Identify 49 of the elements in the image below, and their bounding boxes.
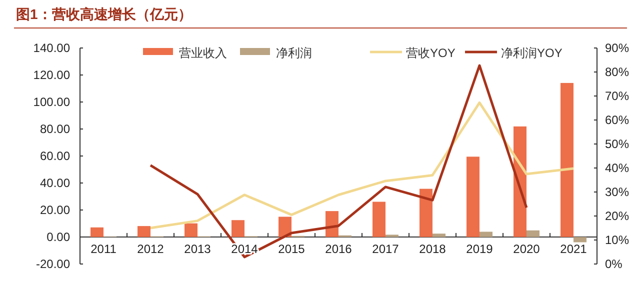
- bar: [278, 216, 292, 237]
- y-tick-label: 40.00: [40, 176, 70, 190]
- bar: [138, 226, 150, 237]
- y-tick-label: -20.00: [36, 257, 70, 271]
- bar: [184, 223, 198, 237]
- legend-label: 净利润: [276, 46, 312, 60]
- x-tick-label: 2015: [278, 242, 306, 256]
- y-tick-label: 80.00: [40, 122, 70, 136]
- chart-title: 图1：营收高速增长（亿元）: [16, 6, 192, 22]
- y-tick-label: 60.00: [40, 149, 70, 163]
- x-tick-label: 2020: [513, 242, 540, 256]
- bar: [372, 202, 386, 237]
- bar: [466, 156, 480, 237]
- legend-label: 净利润YOY: [501, 46, 562, 60]
- bar: [432, 234, 446, 237]
- x-tick-label: 2021: [560, 242, 588, 256]
- x-tick-label: 2016: [325, 242, 352, 256]
- bar: [232, 220, 244, 237]
- y-tick-label: 20.00: [40, 203, 70, 217]
- bar: [480, 232, 492, 237]
- y2-tick-label: 0%: [605, 257, 623, 271]
- y2-tick-label: 40%: [605, 161, 630, 175]
- x-tick-label: 2019: [466, 242, 494, 256]
- x-tick-label: 2017: [372, 242, 400, 256]
- x-tick-label: 2013: [184, 242, 212, 256]
- y-tick-label: 0.00: [46, 230, 70, 244]
- bar: [420, 188, 432, 237]
- y-tick-label: 120.00: [33, 68, 70, 82]
- bar: [90, 227, 104, 237]
- y2-tick-label: 10%: [605, 233, 630, 247]
- y2-tick-label: 60%: [605, 113, 630, 127]
- y2-tick-label: 70%: [605, 89, 630, 103]
- x-tick-label: 2011: [90, 242, 117, 256]
- y2-tick-label: 90%: [605, 41, 630, 55]
- y-tick-label: 100.00: [33, 95, 70, 109]
- bar: [326, 211, 338, 237]
- y2-tick-label: 30%: [605, 185, 630, 199]
- bar: [560, 82, 574, 237]
- x-tick-label: 2012: [137, 242, 164, 256]
- y2-tick-label: 20%: [605, 209, 630, 223]
- legend-label: 营收YOY: [406, 46, 456, 60]
- y2-tick-label: 50%: [605, 137, 630, 151]
- x-tick-label: 2018: [419, 242, 446, 256]
- line-series: [149, 101, 575, 230]
- legend-label: 营业收入: [179, 46, 227, 60]
- bar: [574, 237, 586, 242]
- y2-tick-label: 80%: [605, 65, 630, 79]
- bar: [526, 230, 540, 237]
- y-tick-label: 140.00: [33, 41, 70, 55]
